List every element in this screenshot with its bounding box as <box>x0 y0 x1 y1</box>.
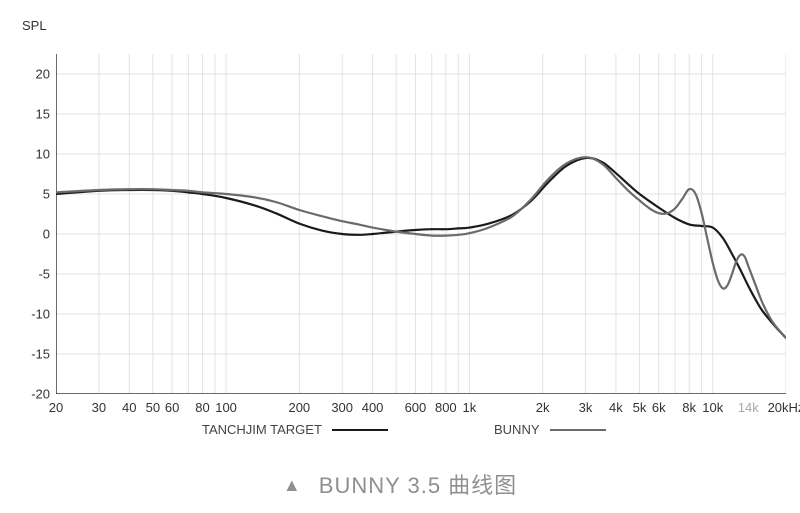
x-tick-label: 300 <box>331 400 353 415</box>
frequency-response-chart: SPL Sub bassBassLow midMidUpper midPrese… <box>8 10 792 450</box>
x-tick-label: 3k <box>579 400 593 415</box>
x-tick-label: 50 <box>146 400 160 415</box>
x-tick-label: 30 <box>92 400 106 415</box>
x-tick-label: 60 <box>165 400 179 415</box>
y-tick-label: -10 <box>14 307 50 322</box>
legend-label: TANCHJIM TARGET <box>202 422 322 437</box>
x-tick-label: 100 <box>215 400 237 415</box>
y-tick-label: 15 <box>14 107 50 122</box>
y-tick-label: 20 <box>14 67 50 82</box>
caption: ▲ BUNNY 3.5 曲线图 <box>0 468 800 500</box>
x-tick-label: 14k <box>738 400 759 415</box>
legend-item: TANCHJIM TARGET <box>202 422 388 437</box>
plot-svg <box>56 34 786 394</box>
x-tick-label: 6k <box>652 400 666 415</box>
x-tick-label: 800 <box>435 400 457 415</box>
caption-marker-icon: ▲ <box>283 475 302 496</box>
legend-item: BUNNY <box>494 422 606 437</box>
x-tick-label: 8k <box>682 400 696 415</box>
x-tick-label: 10k <box>702 400 723 415</box>
y-axis-title: SPL <box>22 18 47 33</box>
x-tick-label: 1k <box>463 400 477 415</box>
legend-swatch <box>550 429 606 431</box>
y-tick-label: -15 <box>14 347 50 362</box>
legend-label: BUNNY <box>494 422 540 437</box>
x-tick-label: 4k <box>609 400 623 415</box>
y-tick-label: 0 <box>14 227 50 242</box>
y-tick-label: 5 <box>14 187 50 202</box>
x-tick-label: 80 <box>195 400 209 415</box>
legend: TANCHJIM TARGET BUNNY <box>56 422 786 442</box>
x-tick-label: 40 <box>122 400 136 415</box>
x-tick-label: 200 <box>288 400 310 415</box>
x-tick-label: 2k <box>536 400 550 415</box>
y-tick-label: -20 <box>14 387 50 402</box>
caption-text: BUNNY 3.5 曲线图 <box>319 473 517 498</box>
y-tick-label: -5 <box>14 267 50 282</box>
legend-swatch <box>332 429 388 431</box>
x-tick-label: 20kHz <box>768 400 800 415</box>
x-tick-label: 600 <box>405 400 427 415</box>
x-tick-label: 20 <box>49 400 63 415</box>
plot-area <box>56 34 786 394</box>
x-tick-label: 5k <box>633 400 647 415</box>
y-tick-label: 10 <box>14 147 50 162</box>
x-tick-label: 400 <box>362 400 384 415</box>
